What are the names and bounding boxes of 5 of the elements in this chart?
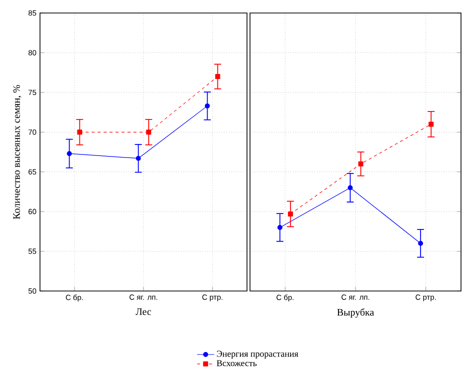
legend-label: Энергия прорастания (216, 350, 298, 359)
legend-label: Всхожесть (216, 360, 257, 366)
y-axis-title: Количество высеяных семян, % (13, 84, 22, 220)
x-axis-title: Вырубка (337, 308, 374, 318)
x-axis-title: Лес (136, 308, 152, 316)
